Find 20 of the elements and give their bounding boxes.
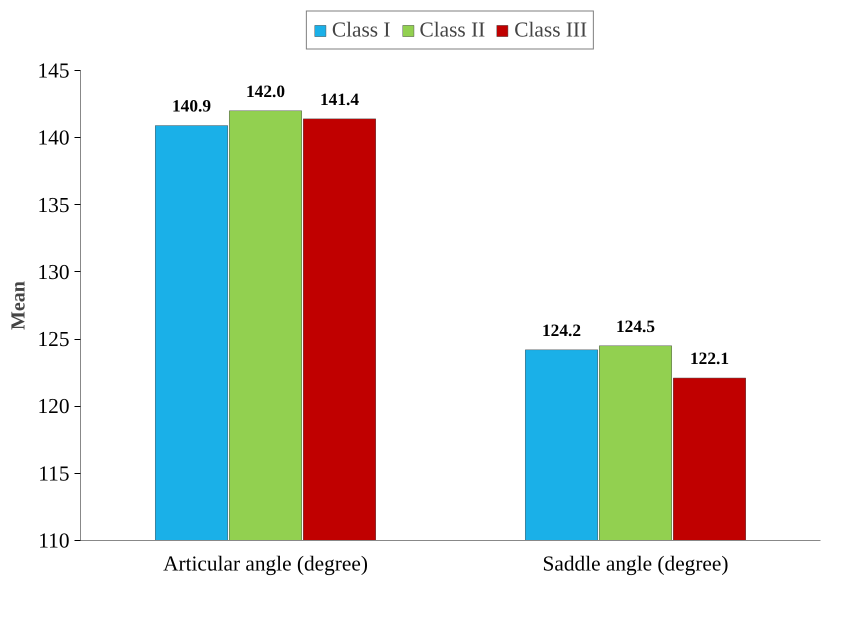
legend-label: Class I — [332, 18, 391, 42]
data-label: 124.2 — [542, 320, 582, 340]
x-tick-label: Saddle angle (degree) — [542, 552, 728, 576]
y-tick-label: 135 — [38, 192, 70, 217]
data-label: 122.1 — [690, 349, 730, 368]
y-tick-label: 110 — [38, 528, 70, 552]
data-label: 140.9 — [172, 96, 212, 116]
y-tick-label: 140 — [38, 126, 70, 150]
y-tick-label: 130 — [38, 260, 70, 284]
x-tick-label: Articular angle (degree) — [163, 552, 368, 576]
y-axis-title: Mean — [8, 281, 30, 330]
data-label: 142.0 — [246, 82, 286, 101]
data-label: 124.5 — [616, 316, 656, 336]
data-label: 141.4 — [320, 90, 360, 109]
legend-label: Class III — [514, 18, 588, 42]
y-tick-label: 115 — [38, 461, 70, 486]
legend-label: Class II — [420, 18, 486, 42]
y-tick-label: 145 — [38, 58, 70, 82]
y-tick-label: 120 — [38, 394, 70, 418]
y-tick-label: 125 — [38, 327, 70, 352]
